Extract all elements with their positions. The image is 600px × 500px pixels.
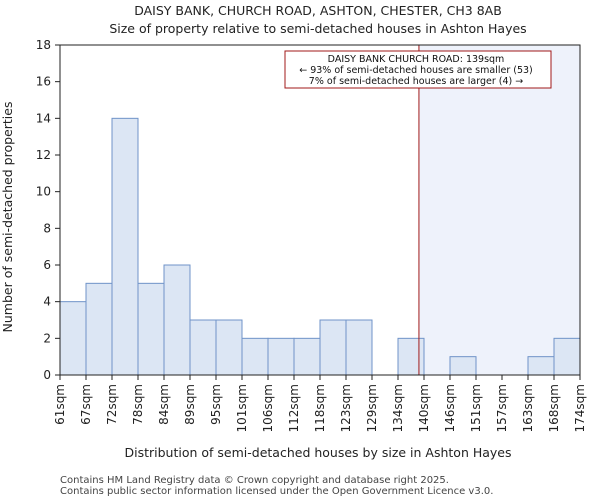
annotation-line-2: ← 93% of semi-detached houses are smalle… — [299, 65, 533, 76]
x-tick-label: 95sqm — [209, 384, 223, 425]
x-tick-label: 151sqm — [469, 384, 483, 432]
x-tick-label: 123sqm — [339, 384, 353, 432]
y-tick-label: 10 — [36, 185, 51, 199]
x-tick-label: 78sqm — [131, 384, 145, 425]
x-tick-label: 106sqm — [261, 384, 275, 432]
bar-84sqm — [163, 264, 191, 376]
footer-line-2: Contains public sector information licen… — [60, 486, 493, 497]
bar-78sqm — [137, 282, 165, 376]
x-tick-label: 112sqm — [287, 384, 301, 432]
x-tick-label: 118sqm — [313, 384, 327, 432]
y-tick-label: 4 — [43, 295, 51, 309]
x-tick-label: 101sqm — [235, 384, 249, 432]
y-tick-label: 14 — [36, 111, 51, 125]
bar-95sqm — [215, 319, 243, 376]
x-tick-label: 168sqm — [547, 384, 561, 432]
bar-134sqm — [397, 337, 425, 376]
bar-168sqm — [553, 337, 581, 376]
annotation-line-3: 7% of semi-detached houses are larger (4… — [309, 76, 523, 87]
x-axis-label: Distribution of semi-detached houses by … — [124, 445, 511, 460]
y-tick-label: 0 — [43, 368, 51, 382]
y-tick-label: 18 — [36, 38, 51, 52]
bar-123sqm — [345, 319, 373, 376]
bar-89sqm — [189, 319, 217, 376]
footer-line-1: Contains HM Land Registry data © Crown c… — [60, 475, 449, 486]
annotation-line-1: DAISY BANK CHURCH ROAD: 139sqm — [328, 54, 505, 65]
bar-67sqm — [85, 282, 113, 376]
x-tick-label: 146sqm — [443, 384, 457, 432]
x-tick-label: 140sqm — [417, 384, 431, 432]
x-tick-label: 84sqm — [157, 384, 171, 425]
y-tick-label: 2 — [43, 331, 51, 345]
x-tick-label: 134sqm — [391, 384, 405, 432]
y-tick-label: 6 — [43, 258, 51, 272]
bar-146sqm — [449, 356, 477, 376]
x-tick-label: 174sqm — [573, 384, 587, 432]
x-tick-label: 67sqm — [79, 384, 93, 425]
x-tick-label: 163sqm — [521, 384, 535, 432]
y-tick-label: 16 — [36, 75, 51, 89]
y-tick-label: 8 — [43, 221, 51, 235]
annotation-box: DAISY BANK CHURCH ROAD: 139sqm ← 93% of … — [284, 50, 552, 89]
x-tick-label: 157sqm — [495, 384, 509, 432]
bars-group — [59, 117, 581, 376]
x-tick-label: 72sqm — [105, 384, 119, 425]
x-tick-label: 89sqm — [183, 384, 197, 425]
chart-title: DAISY BANK, CHURCH ROAD, ASHTON, CHESTER… — [134, 3, 502, 18]
bar-72sqm — [111, 117, 139, 376]
bar-101sqm — [241, 337, 269, 376]
bar-112sqm — [293, 337, 321, 376]
chart-subtitle: Size of property relative to semi-detach… — [109, 21, 526, 36]
bar-106sqm — [267, 337, 295, 376]
annotation-frame — [284, 50, 552, 89]
x-tick-label: 61sqm — [53, 384, 67, 425]
y-tick-label: 12 — [36, 148, 51, 162]
bar-61sqm — [59, 301, 87, 376]
y-axis: 0 2 4 6 8 10 12 14 16 18 — [36, 38, 60, 382]
x-axis: 61sqm 67sqm 72sqm 78sqm 84sqm 89sqm 95sqm 101sq… — [53, 375, 587, 432]
x-tick-label: 129sqm — [365, 384, 379, 432]
larger-region-shade — [418, 45, 580, 375]
bar-163sqm — [527, 356, 555, 376]
bar-118sqm — [319, 319, 347, 376]
y-axis-label: Number of semi-detached properties — [0, 102, 15, 333]
